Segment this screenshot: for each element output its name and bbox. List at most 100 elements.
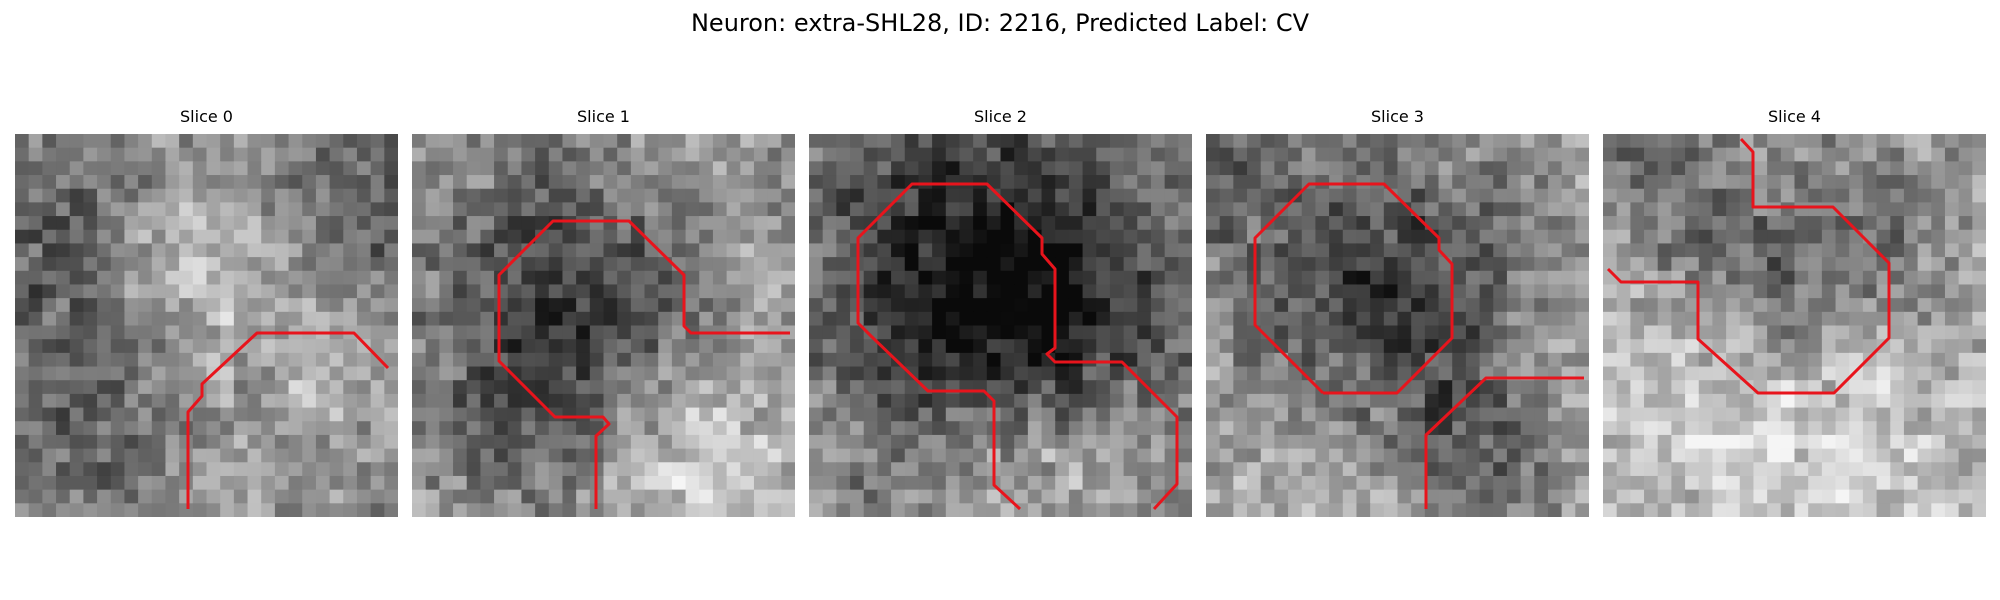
pixel [1917,257,1932,272]
pixel [1452,270,1467,286]
pixel [658,339,673,354]
pixel [1178,134,1192,149]
pixel [192,462,208,477]
pixel [1958,352,1973,368]
pixel [165,393,180,409]
pixel [671,325,687,340]
pixel [261,380,276,395]
pixel [1794,380,1809,395]
pixel [220,339,235,354]
pixel [453,503,468,517]
pixel [343,161,358,176]
pixel [1575,421,1589,436]
pixel [1876,325,1891,340]
pixel [1219,421,1234,436]
pixel [261,448,276,463]
pixel [1150,188,1166,203]
pixel [1027,270,1043,286]
pixel [918,339,933,354]
pixel [220,188,235,203]
pixel [753,175,769,190]
pixel [1561,202,1576,217]
pixel [1068,421,1084,436]
pixel [1096,462,1111,477]
pixel [1479,503,1494,517]
pixel [1233,147,1248,162]
pixel [1876,462,1891,477]
pixel [1917,175,1932,190]
pixel [110,311,126,327]
pixel [891,434,906,450]
pixel [343,202,358,217]
pixel [165,339,180,354]
pixel [288,407,303,422]
pixel [1630,475,1645,491]
pixel [1903,216,1919,231]
pixel [343,175,358,190]
pixel [1068,325,1084,340]
pixel [1685,175,1700,190]
pixel [1835,503,1850,517]
pixel [69,503,84,517]
pixel [425,161,440,176]
pixel [603,134,618,149]
pixel [507,448,523,463]
pixel [781,175,795,190]
pixel [904,380,920,395]
pixel [822,243,837,258]
pixel [69,270,84,286]
pixel [274,284,290,299]
pixel [1603,229,1618,245]
pixel [1383,366,1399,381]
pixel [1068,298,1084,313]
pixel [15,503,30,517]
pixel [959,134,974,149]
pixel [1452,175,1467,190]
pixel [1233,188,1248,203]
pixel [1479,161,1494,176]
pixel [1438,380,1453,395]
pixel [1520,311,1535,327]
pixel [1794,298,1809,313]
pixel [1520,475,1535,491]
pixel [329,434,344,450]
pixel [836,352,851,368]
pixel [986,284,1002,299]
pixel [247,489,262,504]
slice-title-1: Slice 1 [577,107,630,126]
pixel [1150,448,1166,463]
pixel [1178,421,1192,436]
pixel [1000,407,1015,422]
pixel [1520,134,1535,149]
pixel [699,339,714,354]
pixel [740,175,755,190]
pixel [1438,147,1453,162]
pixel [1370,229,1385,245]
pixel [1233,270,1248,286]
pixel [836,311,851,327]
pixel [1753,134,1768,149]
pixel [42,188,57,203]
pixel [548,393,564,409]
pixel [466,284,481,299]
pixel [740,298,755,313]
pixel [466,134,481,149]
pixel [302,257,317,272]
pixel [1917,380,1932,395]
pixel [1876,284,1891,299]
pixel [1972,257,1986,272]
pixel [904,421,920,436]
pixel [138,475,153,491]
pixel [1657,284,1672,299]
pixel [1164,393,1179,409]
pixel [1753,202,1768,217]
pixel [644,270,659,286]
pixel [1288,393,1303,409]
pixel [576,161,591,176]
pixel [1465,257,1481,272]
pixel [1452,216,1467,231]
pixel [151,298,167,313]
pixel [1712,298,1727,313]
pixel [412,462,427,477]
pixel [1383,257,1399,272]
